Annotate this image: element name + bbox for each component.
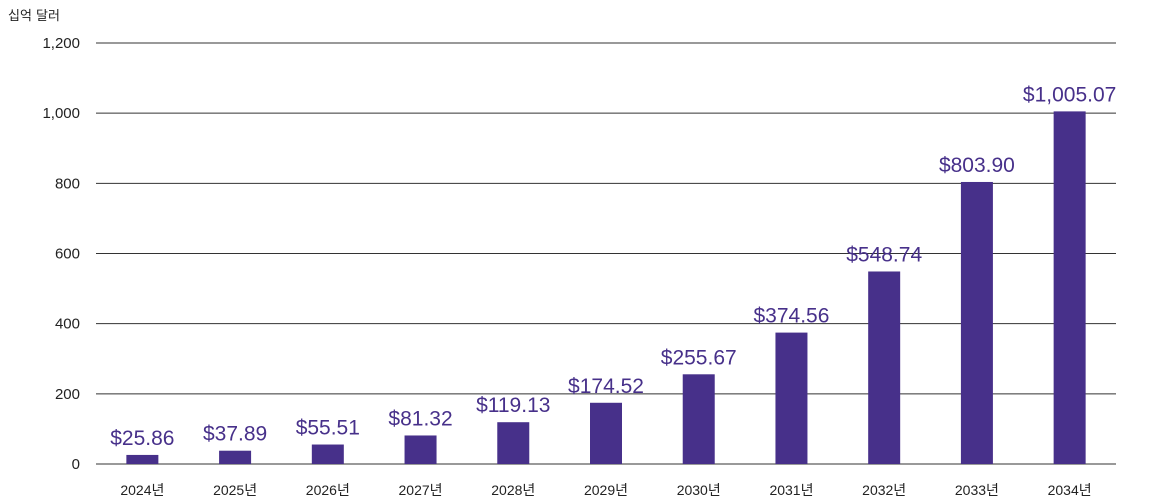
y-axis-unit-label: 십억 달러	[8, 9, 60, 24]
y-tick-label: 0	[72, 456, 80, 473]
bar-value-label: $1,005.07	[1023, 83, 1116, 106]
y-axis-tick-labels: 0 200 400 600 800 1,000 1,200	[42, 35, 80, 473]
bar-value-labels: $25.86 $37.89 $55.51 $81.32 $119.13 $174.52 $2…	[110, 83, 1116, 450]
bar-value-label: $37.89	[203, 423, 267, 446]
bar	[219, 450, 252, 464]
bar	[868, 271, 901, 464]
bars	[126, 111, 1086, 464]
x-tick-label: 2027년	[399, 482, 443, 498]
x-tick-label: 2028년	[491, 482, 535, 498]
x-axis-category-labels: 2024년 2025년 2026년 2027년 2028년 2029년 2030년 2031년…	[120, 482, 1091, 498]
bar	[1053, 111, 1086, 464]
bar-value-label: $374.56	[753, 305, 829, 328]
y-tick-label: 800	[55, 175, 80, 192]
x-tick-label: 2033년	[955, 482, 999, 498]
bar	[682, 374, 715, 464]
x-tick-label: 2034년	[1048, 482, 1092, 498]
bar-value-label: $119.13	[476, 394, 550, 417]
bar	[775, 332, 808, 464]
y-tick-label: 1,000	[42, 105, 80, 122]
bar-value-label: $174.52	[568, 375, 644, 398]
bar	[497, 422, 530, 464]
y-tick-label: 200	[55, 386, 80, 403]
x-tick-label: 2031년	[769, 482, 813, 498]
x-tick-label: 2025년	[213, 482, 257, 498]
bar	[404, 435, 437, 464]
y-tick-label: 400	[55, 316, 80, 333]
bar	[590, 402, 622, 464]
bar-value-label: $548.74	[846, 243, 922, 266]
bar-value-label: $25.86	[110, 427, 174, 450]
y-tick-label: 600	[55, 246, 80, 263]
bar-value-label: $55.51	[296, 417, 360, 440]
bar	[126, 454, 159, 464]
x-tick-label: 2026년	[306, 482, 350, 498]
gridlines	[96, 42, 1116, 465]
x-tick-label: 2024년	[120, 482, 164, 498]
bar-value-label: $81.32	[388, 407, 452, 430]
bar	[960, 181, 993, 464]
bar	[311, 444, 344, 464]
x-tick-label: 2029년	[584, 482, 628, 498]
x-tick-label: 2032년	[862, 482, 906, 498]
y-tick-label: 1,200	[42, 35, 80, 52]
bar-value-label: $255.67	[661, 346, 737, 369]
x-tick-label: 2030년	[677, 482, 721, 498]
bar-value-label: $803.90	[939, 154, 1015, 177]
